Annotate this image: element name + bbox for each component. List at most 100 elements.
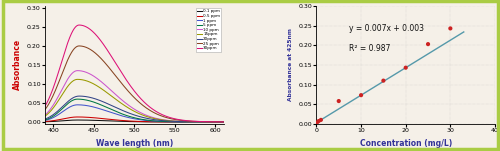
20ppm (76, 95, 82, 97)
Point (314, 120, 322, 122)
0.5 ppm (90, 117, 96, 119)
1 ppm (90, 106, 96, 108)
1 ppm (42, 120, 48, 121)
1 ppm (150, 120, 156, 122)
10 ppm (125, 104, 131, 106)
30ppm (125, 81, 131, 83)
Line: 20ppm: 20ppm (45, 96, 228, 122)
5 ppm (125, 115, 131, 117)
25 ppm (125, 90, 131, 92)
Line: 10 ppm: 10 ppm (45, 71, 228, 122)
0.5 ppm (180, 121, 186, 123)
Point (402, 66, 409, 69)
Line: 5 ppm: 5 ppm (45, 99, 228, 122)
0.1 ppm (90, 119, 96, 121)
20ppm (74, 95, 80, 97)
15ppm (150, 117, 156, 119)
25 ppm (150, 111, 156, 113)
5 ppm (150, 120, 156, 122)
1 ppm (74, 104, 80, 106)
20ppm (90, 97, 96, 99)
0.5 ppm (150, 121, 156, 123)
5 ppm (42, 119, 48, 121)
Line: 0.5 ppm: 0.5 ppm (45, 117, 228, 122)
0.1 ppm (74, 119, 80, 121)
X-axis label: Wave length (nm): Wave length (nm) (96, 138, 173, 148)
20ppm (180, 121, 186, 123)
0.1 ppm (164, 121, 170, 123)
0.1 ppm (180, 121, 186, 123)
1 ppm (224, 121, 230, 123)
10 ppm (164, 119, 170, 121)
30ppm (224, 121, 230, 123)
0.5 ppm (74, 116, 80, 118)
5 ppm (180, 121, 186, 123)
5 ppm (224, 121, 230, 123)
15ppm (74, 79, 80, 80)
30ppm (74, 25, 80, 26)
25 ppm (164, 117, 170, 119)
0.1 ppm (74, 119, 80, 121)
Text: R² = 0.987: R² = 0.987 (348, 44, 390, 53)
Point (335, 100, 343, 102)
Point (424, 43, 432, 45)
Point (313, 121, 321, 124)
Line: 1 ppm: 1 ppm (45, 105, 228, 122)
0.5 ppm (74, 116, 80, 118)
0.5 ppm (42, 121, 48, 122)
30ppm (164, 116, 170, 118)
10 ppm (74, 70, 80, 72)
10 ppm (150, 117, 156, 118)
20ppm (150, 119, 156, 120)
15ppm (90, 82, 96, 84)
Line: 25 ppm: 25 ppm (45, 46, 228, 122)
25 ppm (90, 50, 96, 52)
5 ppm (74, 98, 80, 100)
0.5 ppm (224, 121, 230, 123)
0.1 ppm (150, 121, 156, 123)
1 ppm (125, 117, 131, 118)
1 ppm (180, 121, 186, 123)
1 ppm (164, 121, 170, 123)
10 ppm (224, 121, 230, 123)
25 ppm (42, 109, 48, 111)
10 ppm (42, 114, 48, 116)
Text: y = 0.007x + 0.003: y = 0.007x + 0.003 (348, 24, 424, 33)
0.5 ppm (125, 120, 131, 122)
30ppm (42, 105, 48, 107)
0.1 ppm (224, 121, 230, 123)
25 ppm (180, 120, 186, 121)
Y-axis label: Absorbance: Absorbance (12, 39, 22, 90)
Point (357, 94, 365, 96)
25 ppm (76, 45, 82, 47)
Y-axis label: Absorbance at 425nm: Absorbance at 425nm (288, 29, 293, 101)
15ppm (125, 107, 131, 109)
10 ppm (90, 74, 96, 76)
15ppm (42, 115, 48, 117)
0.1 ppm (125, 121, 131, 122)
Line: 15ppm: 15ppm (45, 79, 228, 122)
20ppm (224, 121, 230, 123)
5 ppm (74, 98, 80, 100)
5 ppm (90, 101, 96, 103)
0.5 ppm (164, 121, 170, 123)
30ppm (76, 24, 82, 26)
10 ppm (180, 121, 186, 122)
15ppm (180, 121, 186, 122)
Point (446, 27, 454, 30)
Line: 30ppm: 30ppm (45, 25, 228, 122)
25 ppm (224, 121, 230, 123)
20ppm (42, 118, 48, 120)
10 ppm (74, 70, 80, 72)
Legend: 0.1 ppm, 0.5 ppm, 1 ppm, 5 ppm, 10 ppm, 15ppm, 20ppm, 25 ppm, 30ppm: 0.1 ppm, 0.5 ppm, 1 ppm, 5 ppm, 10 ppm, … (196, 8, 222, 52)
25 ppm (74, 45, 80, 47)
20ppm (125, 112, 131, 114)
X-axis label: Concentration (mg/L): Concentration (mg/L) (360, 138, 452, 148)
30ppm (180, 119, 186, 121)
0.1 ppm (42, 121, 48, 123)
Point (317, 119, 325, 121)
15ppm (224, 121, 230, 123)
30ppm (150, 108, 156, 110)
Line: 0.1 ppm: 0.1 ppm (45, 120, 228, 122)
Point (380, 79, 388, 82)
